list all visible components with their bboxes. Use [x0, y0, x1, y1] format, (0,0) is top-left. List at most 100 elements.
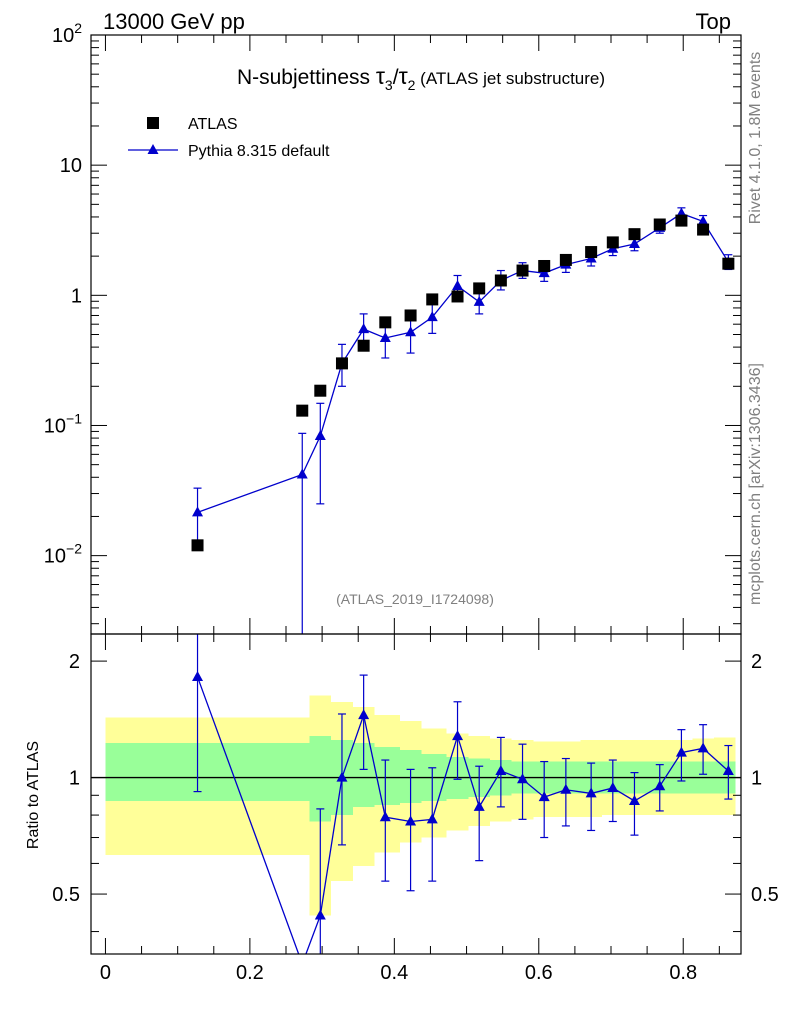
mc-point [379, 331, 391, 342]
ratio-y-tick-label-left: 1 [69, 768, 80, 790]
mc-point [452, 279, 464, 290]
data-point [653, 218, 666, 231]
ratio-point [628, 794, 640, 805]
ratio-point [473, 800, 485, 811]
legend-mc-label: Pythia 8.315 default [188, 143, 330, 160]
ratio-point [358, 709, 370, 720]
plot-title: N-subjettiness τ3/τ2 (ATLAS jet substruc… [237, 63, 605, 93]
mc-point [473, 295, 485, 306]
mc-point [697, 215, 709, 226]
main-y-tick-label: 102 [52, 20, 82, 47]
data-point [722, 257, 735, 270]
main-y-tick-label: 10−1 [44, 410, 82, 437]
ratio-point [538, 791, 550, 802]
band-inner [374, 746, 400, 805]
data-point [697, 223, 710, 236]
ratio-y-tick-label-left: 0.5 [52, 884, 80, 906]
title-tau-2: τ [399, 63, 408, 89]
ratio-point [314, 909, 326, 920]
ratio-point [697, 742, 709, 753]
data-point [426, 293, 439, 306]
mc-line [197, 212, 729, 513]
energy-label: 13000 GeV pp [103, 9, 245, 34]
ratio-y-tick-label-right: 0.5 [751, 884, 779, 906]
ratio-point [495, 764, 507, 775]
mc-point [405, 326, 417, 337]
x-tick-label: 0.8 [669, 962, 697, 984]
title-tau-3: τ [376, 63, 385, 89]
uncertainty-bands [105, 695, 736, 916]
ratio-point [379, 811, 391, 822]
title-slash: / [393, 66, 399, 89]
ratio-point [517, 773, 529, 784]
main-y-tick-labels: 102 10 1 10−1 10−2 [44, 20, 82, 568]
mc-point [314, 430, 326, 441]
ratio-y-tick-label-right: 2 [751, 651, 762, 673]
mc-point [628, 237, 640, 248]
ratio-plot-panel: 2 2 1 1 0.5 0.5 0 0.2 0.4 0.6 0.8 [52, 633, 779, 984]
ratio-point [607, 781, 619, 792]
band-inner [286, 742, 310, 801]
x-tick-label: 0.2 [236, 962, 264, 984]
main-axis-ticks [91, 34, 741, 634]
data-series-main [191, 214, 735, 552]
mc-series-main [192, 207, 734, 634]
source-label: mcplots.cern.ch [arXiv:1306.3436] [747, 363, 764, 605]
ratio-point [336, 771, 348, 782]
x-tick-label: 0.6 [525, 962, 553, 984]
ratio-axis-ticks [91, 634, 741, 954]
mc-point [538, 267, 550, 278]
process-label: Top [696, 9, 731, 34]
ratio-point [654, 780, 666, 791]
data-point [494, 274, 507, 287]
ratio-y-tick-label-right: 1 [751, 768, 762, 790]
band-inner [105, 742, 286, 801]
data-point [473, 282, 486, 295]
x-tick-label: 0.4 [380, 962, 408, 984]
ratio-point [192, 670, 204, 681]
legend-mc-marker [147, 144, 159, 154]
ratio-point [675, 746, 687, 757]
ratio-point [585, 787, 597, 798]
ratio-point [426, 813, 438, 824]
data-point [675, 214, 688, 227]
mc-point [426, 311, 438, 322]
mc-point [296, 468, 308, 479]
ratio-frame [90, 633, 742, 955]
ratio-y-axis-label: Ratio to ATLAS [25, 741, 42, 849]
data-point [314, 384, 327, 397]
title-prefix: N-subjettiness [237, 66, 376, 89]
data-point [451, 290, 464, 303]
ratio-point [560, 783, 572, 794]
ratio-point [405, 815, 417, 826]
data-point [335, 357, 348, 370]
main-y-tick-label: 10 [60, 155, 82, 177]
legend: ATLAS Pythia 8.315 default [128, 116, 330, 160]
rivet-version-label: Rivet 4.1.0, 1.8M events [747, 52, 764, 225]
data-point [296, 404, 309, 417]
mc-point [358, 323, 370, 334]
data-point [538, 259, 551, 272]
data-point [606, 236, 619, 249]
data-point [379, 316, 392, 329]
ratio-point [722, 764, 734, 775]
band-inner [352, 742, 375, 807]
ratio-tick-labels: 2 2 1 1 0.5 0.5 0 0.2 0.4 0.6 0.8 [52, 651, 779, 984]
ratio-y-tick-label-left: 2 [69, 651, 80, 673]
data-point [516, 264, 529, 277]
data-point [191, 539, 204, 552]
ratio-point [452, 730, 464, 741]
legend-data-label: ATLAS [188, 116, 238, 133]
title-suffix: (ATLAS jet substructure) [415, 69, 605, 88]
main-y-tick-label: 10−2 [44, 541, 82, 568]
data-point [628, 228, 641, 241]
mc-series-ratio [192, 634, 734, 954]
data-point [404, 309, 417, 322]
mc-point [192, 506, 204, 517]
main-plot-panel: 102 10 1 10−1 10−2 [44, 20, 742, 635]
analysis-label: (ATLAS_2019_I1724098) [336, 591, 494, 607]
main-y-tick-label: 1 [71, 285, 82, 307]
legend-data-marker [147, 117, 159, 129]
band-inner [309, 736, 332, 822]
